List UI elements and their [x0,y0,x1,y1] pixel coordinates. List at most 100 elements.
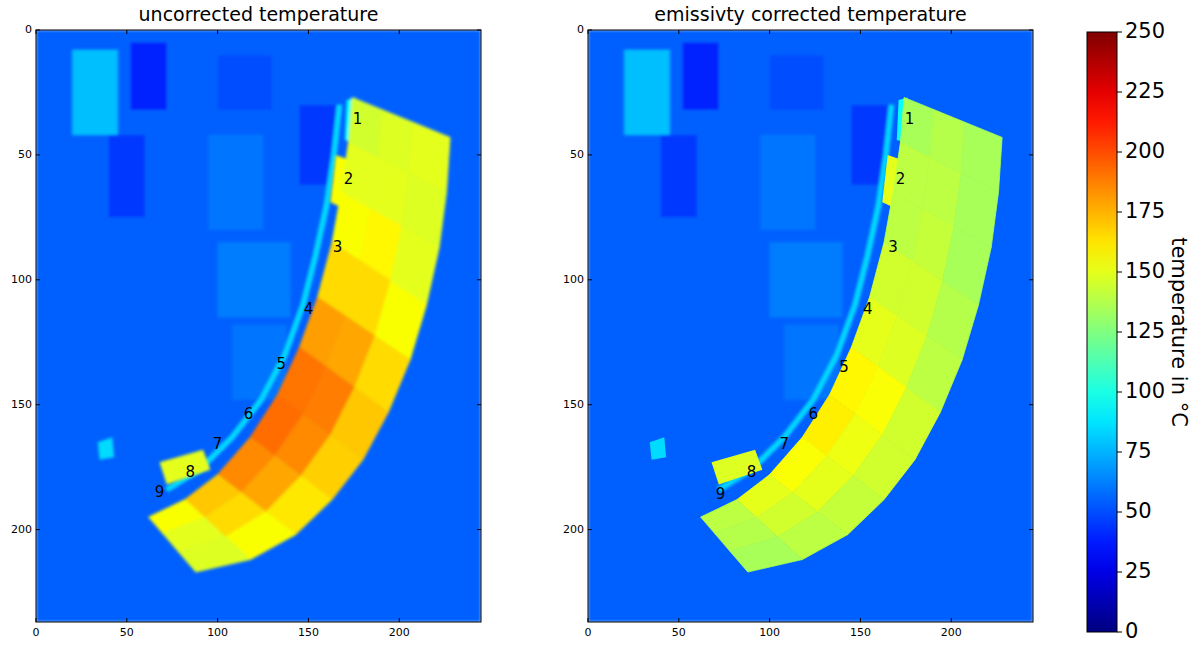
patch-cell [218,55,272,110]
annotation-label: 4 [304,300,314,318]
colorbar-tick [1117,212,1122,213]
tile-cell [178,537,250,572]
colorbar-tick-label: 200 [1125,139,1165,163]
patch-cell [218,242,291,317]
colorbar-tick-label: 50 [1125,499,1152,523]
patch-cell [761,135,815,230]
annotation-label: 8 [747,463,757,481]
colorbar-tick-label: 150 [1125,259,1165,283]
y-tick [1029,404,1033,405]
y-tick [1029,529,1033,530]
y-tick [477,154,481,155]
y-tick [36,279,40,280]
spot-cell [712,450,763,485]
y-tick-label: 150 [11,398,32,411]
plot-frame [588,30,1033,622]
x-tick [588,618,589,622]
plot-frame [36,30,481,622]
patch-cell [232,325,286,400]
patch-cell [624,50,669,135]
x-tick [678,30,679,34]
y-tick [36,30,40,31]
x-tick [399,618,400,622]
colorbar-tick [1117,392,1122,393]
x-tick-label: 0 [585,626,592,639]
y-tick-label: 50 [570,148,584,161]
y-tick-label: 200 [11,523,32,536]
x-tick-label: 150 [850,626,871,639]
y-tick-label: 200 [563,523,584,536]
panel-title: emissivty corrected temperature [654,3,966,25]
colorbar-tick [1117,32,1122,33]
colorbar-tick [1117,152,1122,153]
y-tick [36,404,40,405]
colorbar-tick-label: 250 [1125,19,1165,43]
annotation-label: 6 [244,405,254,423]
x-tick [769,618,770,622]
patch-cell [661,135,697,217]
colorbar-tick-label: 125 [1125,319,1165,343]
colorbar-tick [1117,572,1122,573]
x-tick [678,618,679,622]
y-tick [588,30,592,31]
patch-cell [209,135,263,230]
y-tick [1029,30,1033,31]
plot-area [36,30,481,622]
x-tick [217,618,218,622]
x-tick [126,618,127,622]
annotation-label: 5 [276,355,286,373]
annotation-label: 3 [333,238,343,256]
x-tick-label: 100 [207,626,228,639]
y-tick-label: 100 [563,273,584,286]
colorbar-tick [1117,452,1122,453]
x-tick [588,30,589,34]
x-tick [399,30,400,34]
y-tick [588,279,592,280]
x-tick [36,30,37,34]
colorbar-tick-label: 225 [1125,79,1165,103]
y-tick-label: 50 [18,148,32,161]
x-tick [217,30,218,34]
x-tick-label: 0 [33,626,40,639]
colorbar-tick-label: 175 [1125,199,1165,223]
y-tick [477,279,481,280]
x-tick [308,618,309,622]
colorbar-tick [1117,92,1122,93]
y-tick [1029,279,1033,280]
y-tick [477,404,481,405]
annotation-label: 7 [779,435,789,453]
colorbar [1087,32,1117,632]
x-tick-label: 200 [941,626,962,639]
colorbar-tick [1117,332,1122,333]
background-cell [36,30,481,622]
y-tick [588,154,592,155]
patch-cell [130,42,166,109]
annotation-label: 7 [213,435,223,453]
x-tick-label: 50 [672,626,686,639]
x-tick [308,30,309,34]
background-cell [588,30,1033,622]
colorbar-tick [1117,632,1122,633]
annotation-label: 5 [839,358,849,376]
background-layer [588,30,1033,622]
figure: 123456789050100150200050100150200uncorre… [0,0,1196,648]
annotation-label: 1 [905,110,915,128]
y-tick-label: 150 [563,398,584,411]
colorbar-tick-label: 25 [1125,559,1152,583]
x-tick [36,618,37,622]
y-tick [477,30,481,31]
colorbar-tick [1117,272,1122,273]
annotation-label: 2 [896,170,906,188]
patch-cell [682,42,718,109]
spot-cell [160,450,211,485]
edge-strip [719,105,892,490]
x-tick [860,618,861,622]
component-layer [650,97,1002,572]
x-tick [126,30,127,34]
annotation-label: 3 [888,238,898,256]
spot-cell [98,437,114,459]
colorbar-tick-label: 0 [1125,619,1138,643]
y-tick-label: 0 [25,23,32,36]
colorbar-tick [1117,512,1122,513]
colorbar-tick-label: 100 [1125,379,1165,403]
